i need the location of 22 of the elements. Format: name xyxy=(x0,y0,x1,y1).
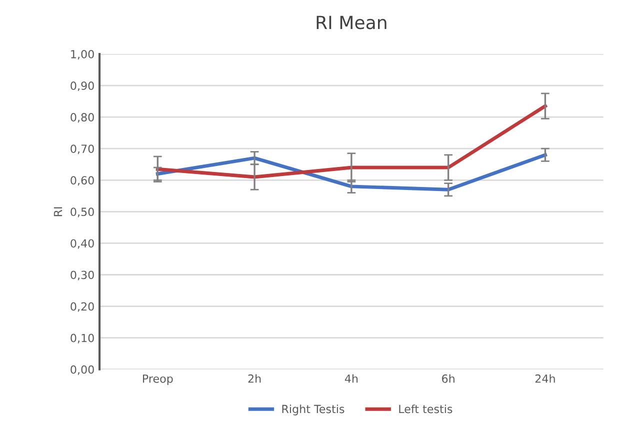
y-tick-label: 1,00 xyxy=(71,50,94,60)
legend-label: Left testis xyxy=(399,404,452,414)
y-tick-label: 0,30 xyxy=(70,270,94,280)
x-tick-label: 24h xyxy=(535,374,555,383)
y-tick-label: 0,70 xyxy=(70,144,94,154)
legend-label: Right Testis xyxy=(282,404,344,416)
x-tick-label: 2h xyxy=(248,374,261,383)
y-tick-label: 0,20 xyxy=(70,302,94,312)
y-tick-label: 0,80 xyxy=(70,113,94,123)
y-tick-label: 0,10 xyxy=(70,334,94,344)
chart-title: RI Mean xyxy=(316,16,386,30)
line-series xyxy=(156,104,547,179)
x-tick-label: 4h xyxy=(344,374,358,383)
y-tick-label: 0,00 xyxy=(70,365,94,375)
y-tick-label: 0,90 xyxy=(70,82,94,92)
y-tick-label: 0,40 xyxy=(70,239,94,249)
y-tick-label: 0,60 xyxy=(70,176,94,186)
x-tick-label: Preop xyxy=(142,374,173,385)
x-tick-label: 6h xyxy=(442,374,454,383)
y-axis-title: RI xyxy=(54,207,62,216)
y-tick-label: 0,50 xyxy=(70,208,94,218)
line-series xyxy=(156,153,547,192)
